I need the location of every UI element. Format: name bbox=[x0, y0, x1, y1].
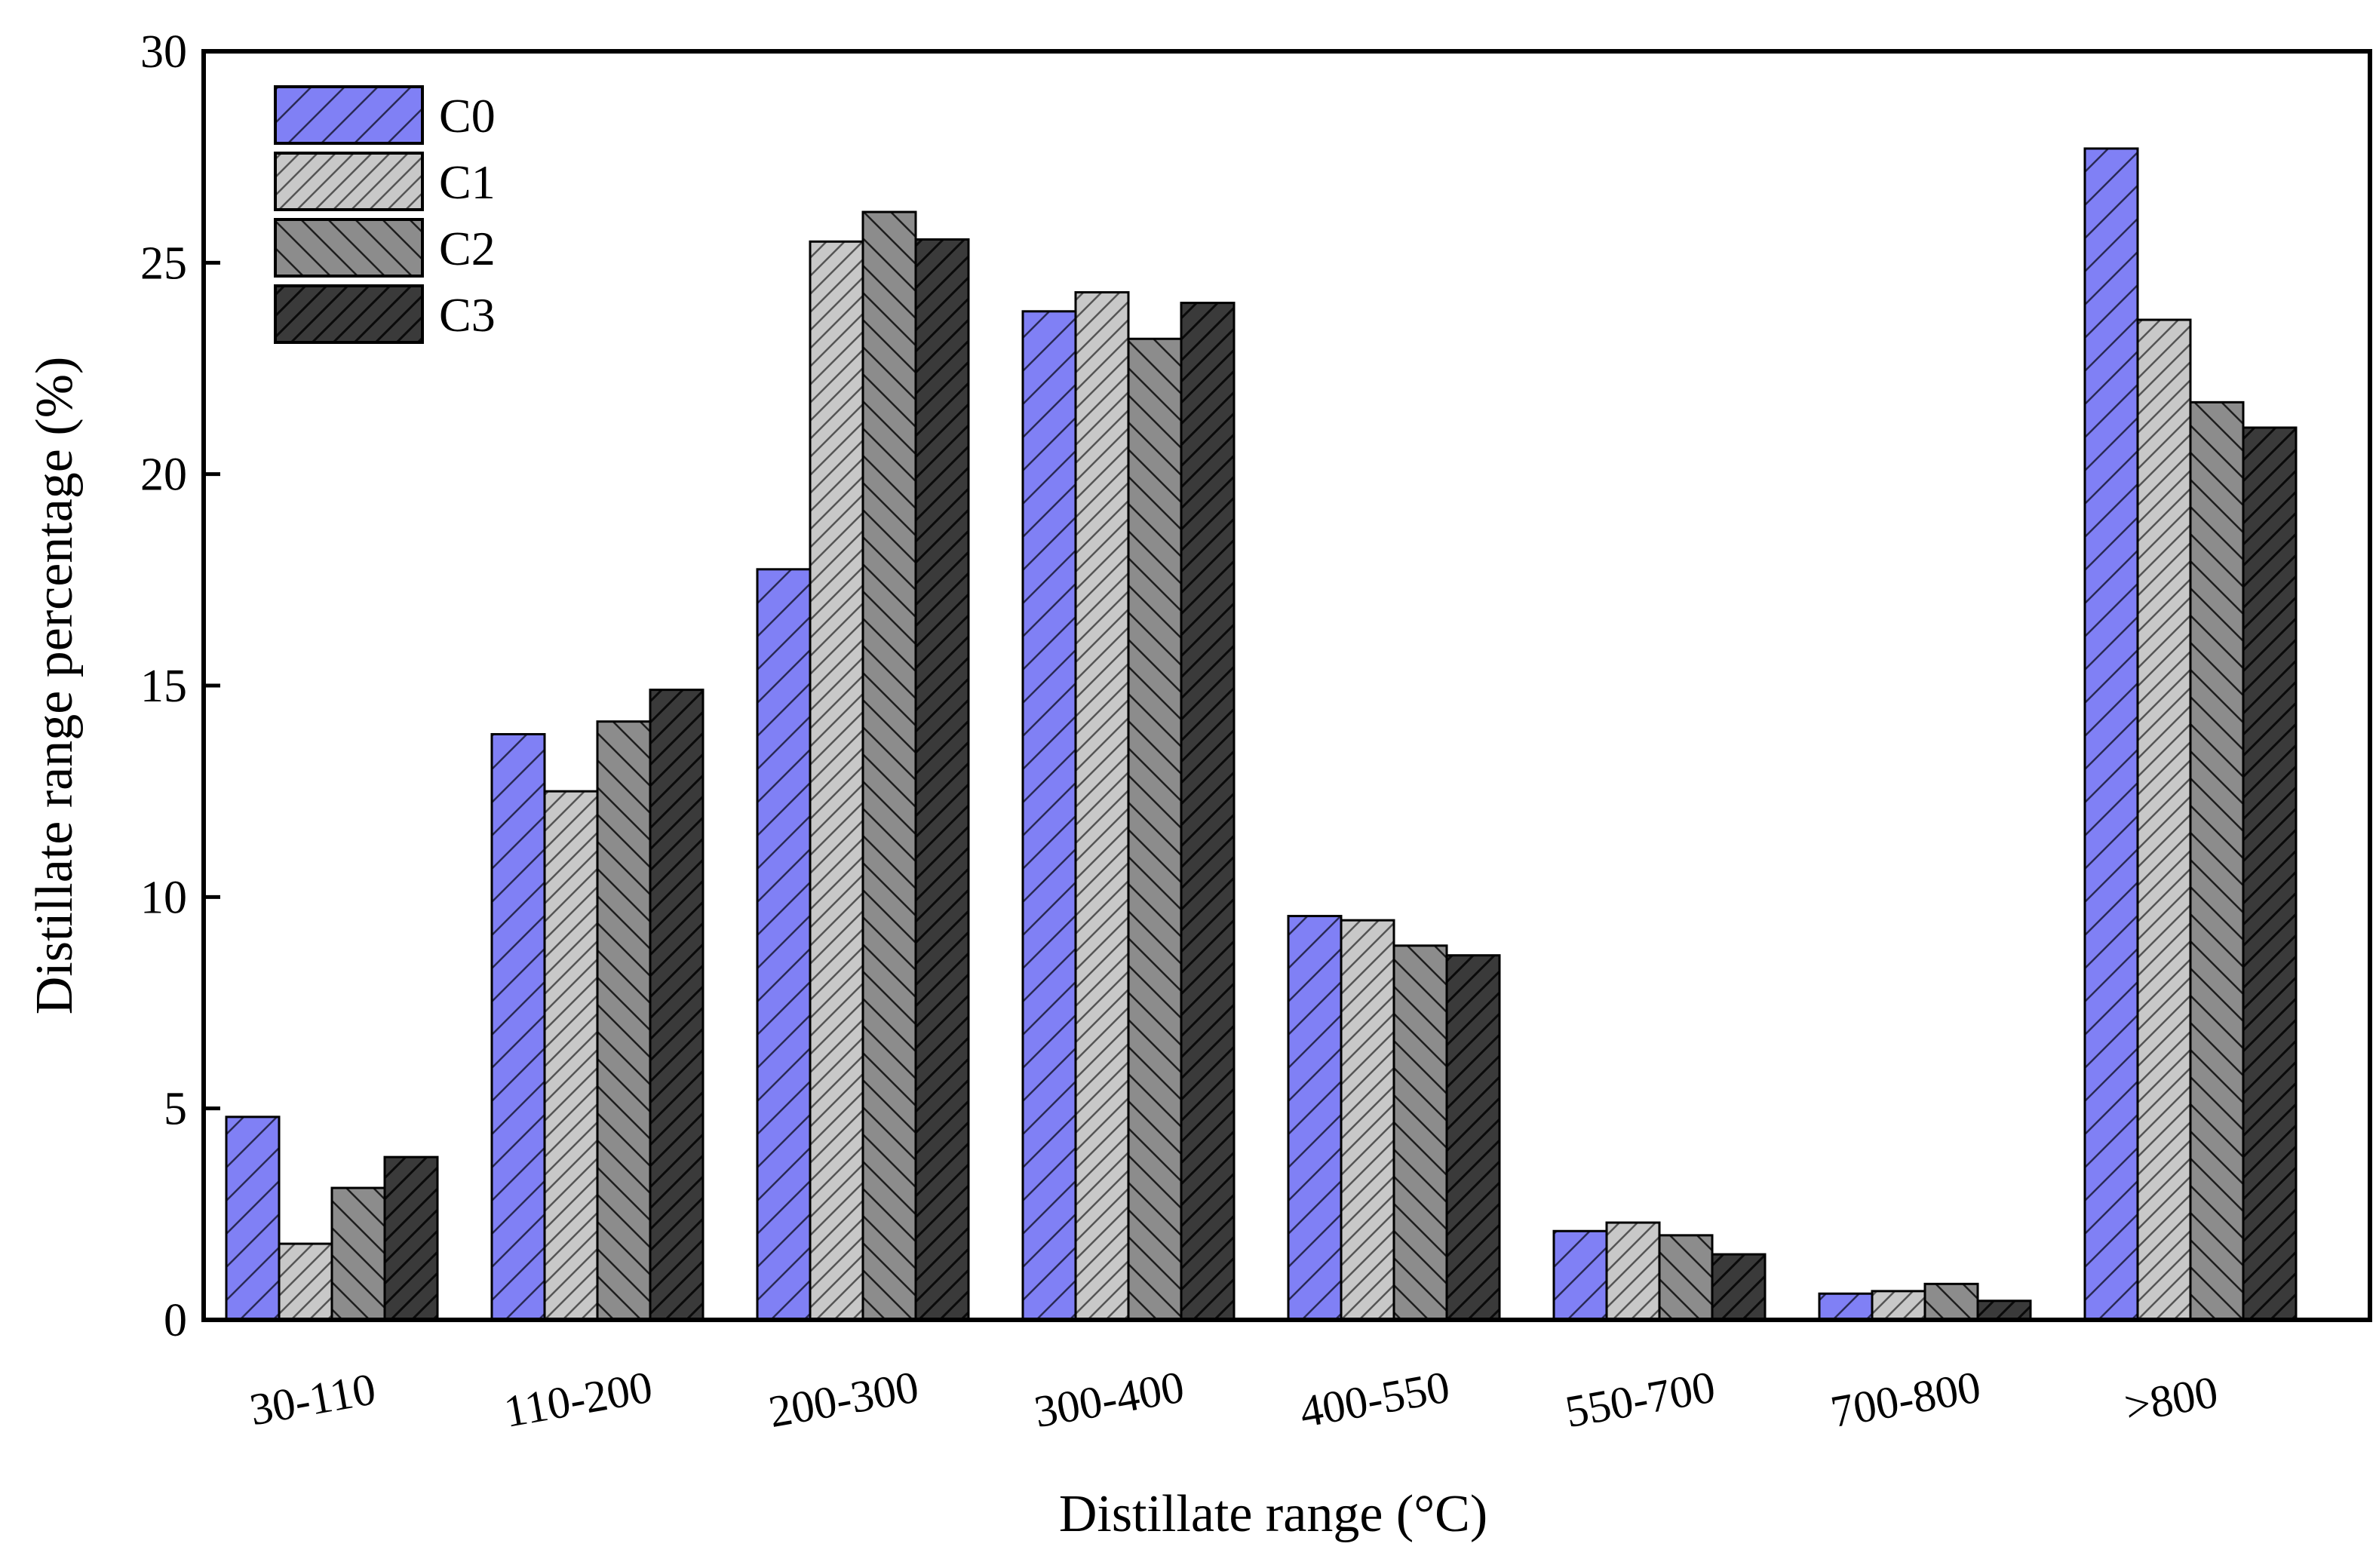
legend-swatch-c3 bbox=[274, 284, 424, 344]
legend-label-c0: C0 bbox=[439, 89, 496, 143]
bar-c0-4 bbox=[1021, 310, 1077, 1321]
x-tick-label: 110-200 bbox=[500, 1362, 655, 1437]
bar-c1-6 bbox=[1605, 1221, 1661, 1321]
bar-c3-4 bbox=[1180, 302, 1236, 1321]
bar-c0-1 bbox=[225, 1115, 281, 1321]
legend-swatch-c0 bbox=[274, 85, 424, 145]
x-tick-label: >800 bbox=[2121, 1367, 2221, 1432]
bar-c3-6 bbox=[1711, 1253, 1767, 1321]
y-axis-title: Distillate range percentage (%) bbox=[26, 357, 84, 1015]
bar-c3-8 bbox=[2242, 426, 2298, 1321]
x-tick-label: 30-110 bbox=[246, 1364, 379, 1435]
y-tick-label: 25 bbox=[140, 238, 187, 289]
bars-group bbox=[225, 147, 2298, 1321]
x-tick-label: 300-400 bbox=[1030, 1361, 1187, 1437]
legend-label-c2: C2 bbox=[439, 222, 496, 275]
bar-c2-6 bbox=[1658, 1234, 1714, 1321]
bar-c3-1 bbox=[383, 1155, 439, 1321]
bar-c3-3 bbox=[914, 238, 970, 1321]
bar-c2-2 bbox=[596, 720, 652, 1321]
bar-c3-5 bbox=[1445, 954, 1501, 1321]
bar-c1-4 bbox=[1074, 291, 1130, 1321]
bar-c0-7 bbox=[1818, 1292, 1874, 1321]
bar-c2-1 bbox=[330, 1186, 386, 1321]
legend: C0 C1 C2 C3 bbox=[274, 85, 496, 344]
bar-c2-7 bbox=[1923, 1282, 1979, 1321]
bar-c2-8 bbox=[2189, 400, 2245, 1321]
bar-c1-1 bbox=[278, 1242, 333, 1321]
bar-c1-2 bbox=[543, 790, 599, 1321]
bar-c1-3 bbox=[809, 240, 864, 1321]
bar-c3-7 bbox=[1976, 1300, 2032, 1321]
y-tick-label: 30 bbox=[140, 26, 187, 78]
bar-c1-8 bbox=[2136, 318, 2192, 1321]
bar-c0-5 bbox=[1287, 915, 1343, 1321]
legend-label-c1: C1 bbox=[439, 155, 496, 209]
y-axis-ticks: 0 5 10 15 20 25 30 bbox=[140, 26, 220, 1346]
y-tick-label: 20 bbox=[140, 450, 187, 501]
y-tick-label: 15 bbox=[140, 661, 187, 712]
bar-c0-2 bbox=[490, 732, 546, 1321]
legend-swatch-c1 bbox=[274, 152, 424, 211]
x-axis-tick-labels: 30-110 110-200 200-300 300-400 400-550 550-70… bbox=[246, 1361, 2221, 1437]
x-tick-label: 550-700 bbox=[1561, 1361, 1718, 1437]
bar-c2-3 bbox=[861, 210, 917, 1321]
y-tick-label: 5 bbox=[164, 1084, 187, 1135]
x-tick-label: 700-800 bbox=[1827, 1361, 1984, 1437]
bar-c0-8 bbox=[2083, 147, 2139, 1321]
x-tick-label: 400-550 bbox=[1296, 1361, 1453, 1437]
legend-swatch-c2 bbox=[274, 218, 424, 278]
bar-c2-5 bbox=[1392, 944, 1448, 1321]
bar-c0-3 bbox=[756, 568, 812, 1321]
legend-label-c3: C3 bbox=[439, 288, 496, 342]
y-tick-label: 10 bbox=[140, 872, 187, 923]
bar-c1-7 bbox=[1871, 1290, 1926, 1321]
bar-c1-5 bbox=[1340, 919, 1395, 1321]
bar-c3-2 bbox=[649, 689, 704, 1321]
bar-c2-4 bbox=[1127, 337, 1183, 1321]
y-tick-label: 0 bbox=[164, 1295, 187, 1346]
x-tick-label: 200-300 bbox=[765, 1361, 922, 1437]
x-axis-title: Distillate range (°C) bbox=[1059, 1485, 1487, 1543]
bar-c0-6 bbox=[1552, 1229, 1608, 1321]
